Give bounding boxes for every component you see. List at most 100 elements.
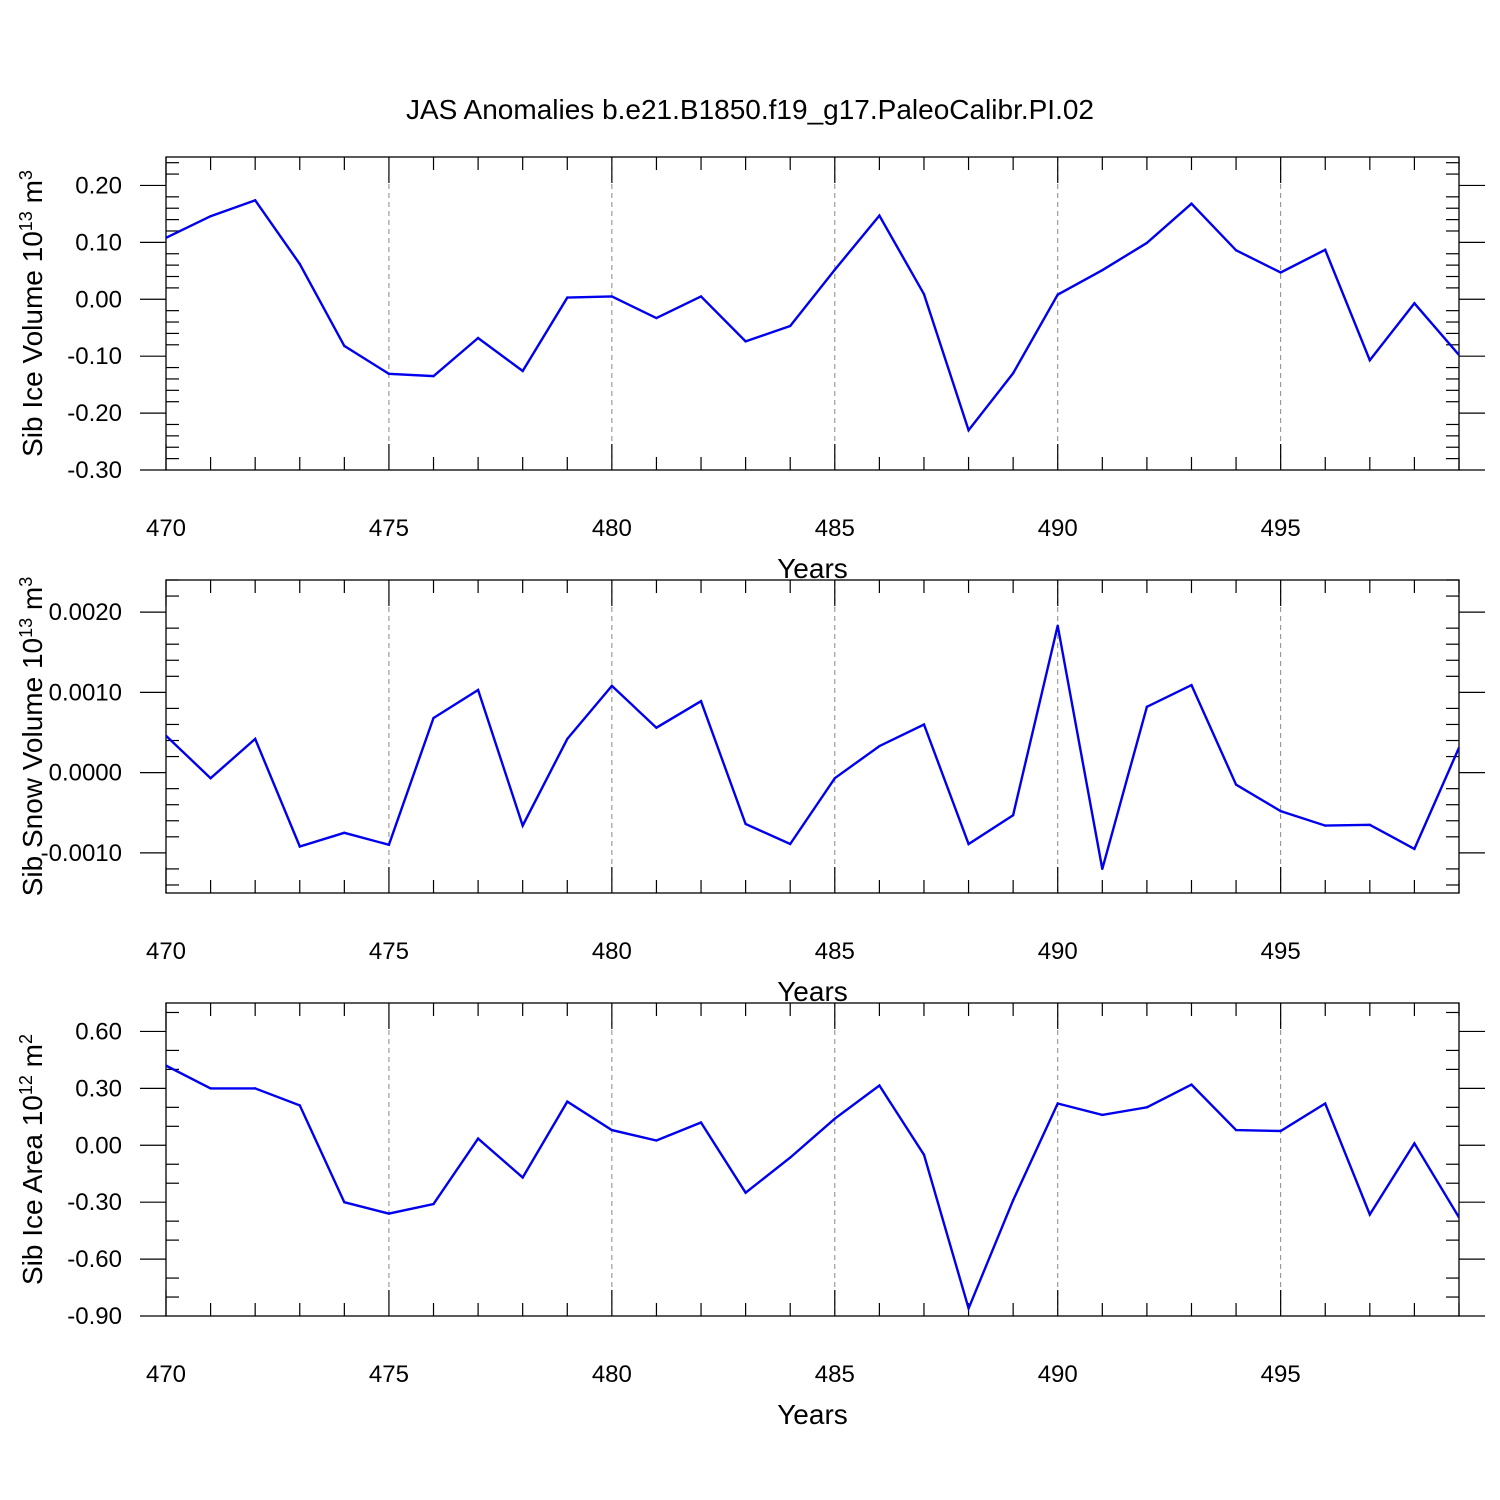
data-point — [789, 1156, 792, 1159]
plot-frame — [165, 579, 1460, 894]
series-line — [166, 625, 1459, 870]
data-point — [1368, 823, 1372, 826]
data-point — [967, 1307, 970, 1310]
y-tick-label: -0.30 — [67, 457, 122, 484]
x-tick-label: 485 — [815, 515, 855, 542]
data-point — [1234, 249, 1238, 252]
data-point — [387, 372, 391, 376]
data-point — [1457, 1216, 1459, 1219]
x-axis-label: Years — [777, 976, 848, 1007]
data-point — [655, 726, 658, 729]
y-tick-label: -0.60 — [67, 1246, 122, 1273]
series-line — [166, 198, 1459, 433]
data-point — [209, 1087, 212, 1090]
data-point — [967, 842, 970, 846]
plot-frame — [165, 156, 1460, 471]
data-point — [610, 295, 614, 298]
data-point — [521, 824, 524, 827]
data-point — [566, 296, 569, 299]
data-point — [566, 737, 569, 741]
x-axis-label: Years — [777, 1399, 848, 1430]
x-tick-label: 475 — [369, 938, 409, 965]
data-point — [1457, 353, 1459, 357]
panel-3: 470 475 480 485 490 495 Years 0.60 0.30 0.00 -0.30… — [16, 1002, 1485, 1430]
data-point — [343, 1200, 346, 1204]
data-point — [166, 236, 168, 240]
y-tick-label: -0.0010 — [41, 840, 122, 867]
data-point — [521, 1176, 524, 1179]
x-tick-label: 470 — [146, 515, 186, 542]
x-tick-label: 495 — [1261, 1361, 1301, 1388]
data-point — [209, 214, 212, 218]
data-point — [476, 688, 480, 692]
y-tick-label: 0.20 — [75, 172, 122, 199]
data-point — [967, 428, 970, 432]
x-tick-label: 490 — [1038, 515, 1078, 542]
x-tick-label: 490 — [1038, 938, 1078, 965]
data-point — [1368, 358, 1372, 362]
data-point — [566, 1100, 569, 1103]
data-point — [1011, 1199, 1015, 1202]
x-tick-label: 480 — [592, 1361, 632, 1388]
data-point — [253, 199, 257, 202]
x-tick-label: 470 — [146, 938, 186, 965]
data-point — [1056, 1102, 1059, 1105]
plot-frame — [165, 1002, 1460, 1317]
data-point — [1413, 1142, 1416, 1145]
data-point — [655, 316, 658, 320]
data-point — [878, 214, 881, 217]
y-tick-label: 0.00 — [75, 1132, 122, 1159]
data-point — [166, 1064, 168, 1067]
y-axis-label: Sib Ice Volume 1013 m3 — [16, 170, 48, 457]
data-point — [298, 845, 301, 848]
x-tick-label: 485 — [815, 938, 855, 965]
data-point — [922, 723, 926, 726]
data-point — [1413, 302, 1416, 305]
data-point — [343, 344, 346, 348]
data-point — [1190, 683, 1193, 687]
y-axis-label: Sib Ice Area 1012 m2 — [16, 1034, 48, 1285]
data-point — [1234, 1128, 1238, 1132]
y-tick-label: -0.30 — [67, 1189, 122, 1216]
data-point — [833, 1117, 836, 1120]
data-point — [878, 1084, 881, 1087]
y-tick-label: 0.60 — [75, 1018, 122, 1045]
y-tick-label: 0.00 — [75, 286, 122, 313]
data-point — [166, 734, 168, 737]
series-line — [166, 1064, 1459, 1313]
y-tick-label: 0.30 — [75, 1075, 122, 1102]
data-point — [298, 1104, 301, 1107]
data-point — [1457, 746, 1459, 749]
data-point — [432, 374, 435, 378]
data-point — [1101, 867, 1104, 871]
y-tick-label: -0.10 — [67, 343, 122, 370]
data-point — [1145, 1106, 1149, 1109]
data-point — [610, 1128, 614, 1132]
data-point — [1279, 1129, 1282, 1133]
data-point — [1011, 372, 1015, 375]
data-point — [387, 1212, 391, 1215]
data-point — [744, 822, 747, 826]
data-point — [209, 777, 212, 780]
data-point — [699, 1121, 703, 1124]
data-point — [610, 684, 614, 688]
data-point — [1056, 624, 1059, 627]
data-point — [1279, 809, 1282, 813]
data-point — [1011, 813, 1015, 817]
y-axis-label: Sib Snow Volume 1013 m3 — [16, 577, 48, 897]
data-point — [343, 831, 346, 835]
data-point — [922, 1153, 926, 1156]
data-point — [1279, 271, 1282, 274]
data-point — [1368, 1213, 1372, 1216]
data-point — [1234, 783, 1238, 786]
data-point — [1324, 248, 1327, 251]
data-point — [521, 369, 524, 373]
data-point — [699, 699, 703, 703]
data-point — [1324, 1102, 1327, 1105]
data-point — [476, 1137, 480, 1140]
y-tick-label: 0.10 — [75, 229, 122, 256]
data-point — [878, 744, 881, 748]
data-point — [1101, 1113, 1104, 1117]
y-tick-label: 0.0010 — [49, 679, 122, 706]
